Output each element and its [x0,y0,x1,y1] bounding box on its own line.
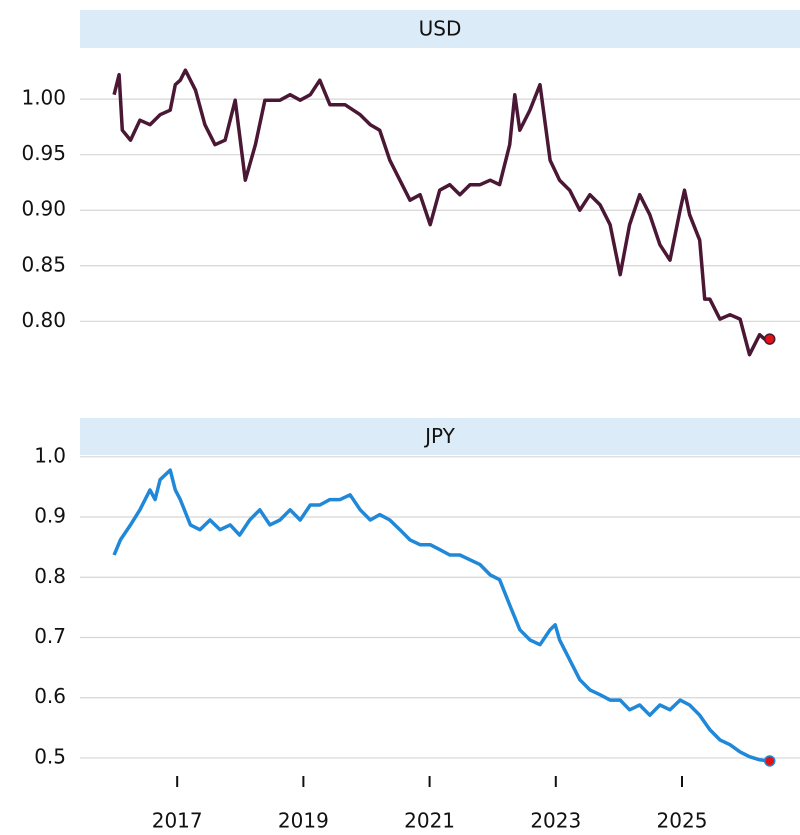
y-tick-label: 0.5 [34,744,66,768]
facet-strip [80,10,800,48]
y-tick-label: 0.95 [21,141,66,165]
y-tick-label: 0.85 [21,252,66,276]
x-tick-label: 2021 [404,809,455,833]
x-tick-label: 2023 [530,809,581,833]
facet-title: USD [419,17,462,41]
y-tick-label: 0.90 [21,197,66,221]
end-marker [763,755,776,767]
y-tick-label: 0.9 [34,504,66,528]
line [112,68,770,357]
y-tick-label: 0.6 [34,684,66,708]
y-tick-label: 1.00 [21,86,66,110]
x-tick-label: 2019 [278,809,329,833]
y-tick-label: 1.0 [34,443,66,467]
x-tick-label: 2025 [657,809,708,833]
facet-strip [80,418,800,455]
y-tick-label: 0.7 [34,624,66,648]
end-marker [763,333,776,345]
y-tick-label: 0.80 [21,308,66,332]
y-tick-label: 0.8 [34,564,66,588]
line [112,468,770,763]
x-tick-label: 2017 [152,809,203,833]
facet-title: JPY [423,424,456,448]
